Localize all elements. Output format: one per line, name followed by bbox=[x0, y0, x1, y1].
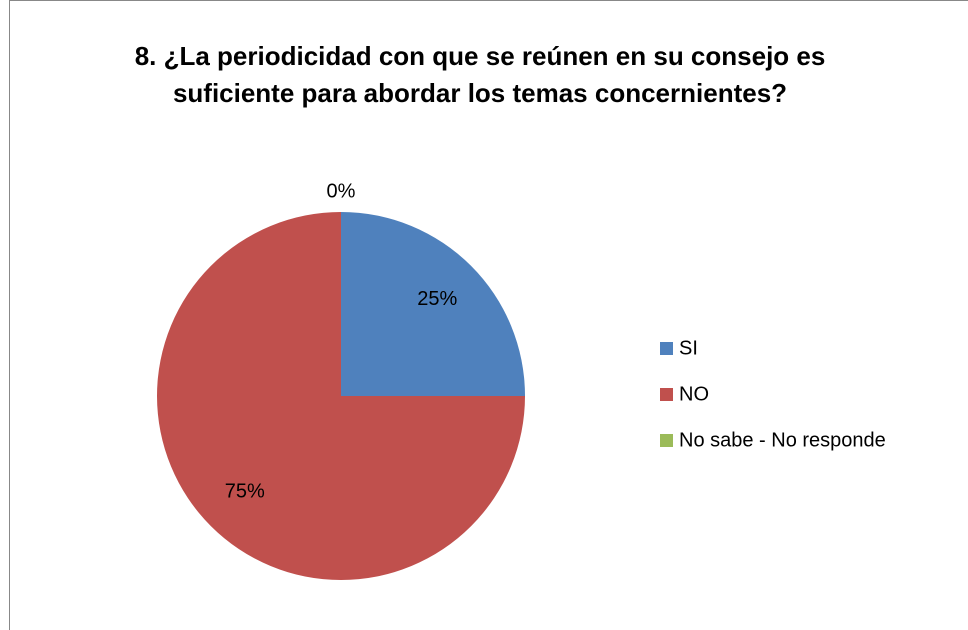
data-label: 0% bbox=[327, 180, 356, 202]
legend-swatch bbox=[660, 388, 673, 401]
data-label: 75% bbox=[225, 481, 265, 503]
chart-border bbox=[9, 0, 968, 630]
legend-label: NO bbox=[679, 383, 709, 405]
pie-slice bbox=[157, 212, 525, 580]
legend-swatch bbox=[660, 434, 673, 447]
legend-label: No sabe - No responde bbox=[679, 429, 886, 451]
chart-title: 8. ¿La periodicidad con que se reúnen en… bbox=[134, 41, 826, 108]
data-label: 25% bbox=[417, 288, 457, 310]
legend-swatch bbox=[660, 342, 673, 355]
pie-slice bbox=[341, 212, 525, 396]
legend-label: SI bbox=[679, 337, 698, 359]
